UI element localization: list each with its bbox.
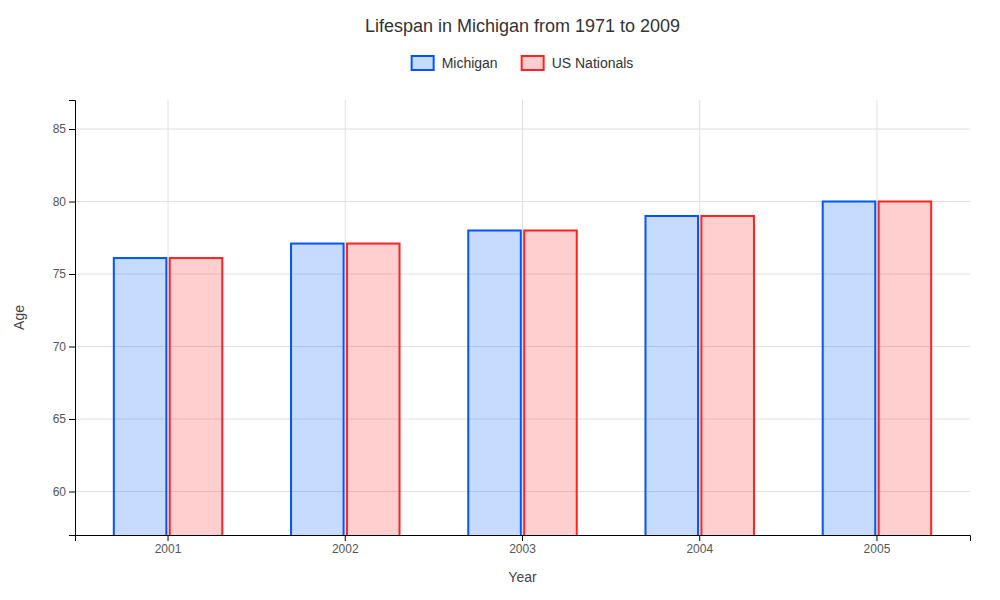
legend-label: Michigan [442, 55, 498, 71]
chart-title: Lifespan in Michigan from 1971 to 2009 [365, 16, 680, 36]
x-axis-line [76, 536, 971, 542]
y-tick-mark [69, 419, 75, 420]
x-tick: 2002 [332, 535, 359, 556]
bar-series [170, 202, 931, 536]
x-tick-mark [345, 535, 346, 541]
x-tick: 2004 [686, 535, 713, 556]
bar [879, 202, 932, 536]
y-tick-label: 60 [53, 485, 67, 499]
y-tick: 70 [53, 340, 75, 354]
grid-line-x [699, 100, 700, 535]
y-tick: 65 [53, 412, 75, 426]
x-axis-title: Year [508, 569, 537, 585]
y-tick-mark [69, 202, 75, 203]
legend-label: US Nationals [552, 55, 634, 71]
x-tick-mark [699, 535, 700, 541]
legend-item: US Nationals [522, 55, 634, 71]
y-axis: 60 65 70 75 80 85 [53, 101, 76, 536]
y-tick-label: 75 [53, 267, 67, 281]
y-axis-title: Age [11, 305, 27, 330]
bar [291, 244, 344, 535]
x-tick-label: 2001 [155, 542, 182, 556]
x-tick-label: 2004 [686, 542, 713, 556]
y-axis-line [69, 101, 76, 536]
x-tick: 2001 [155, 535, 182, 556]
chart-svg: 60 65 70 75 80 85 2001 2002 2003 2004 2005 Year Age L… [0, 0, 1000, 600]
y-tick-mark [69, 129, 75, 130]
x-tick-mark [168, 535, 169, 541]
grid-line-x [345, 100, 346, 535]
y-tick-label: 70 [53, 340, 67, 354]
x-tick-mark [876, 535, 877, 541]
legend-swatch [412, 56, 434, 70]
legend-item: Michigan [412, 55, 498, 71]
plot-area: 60 65 70 75 80 85 2001 2002 2003 2004 2005 [53, 100, 971, 600]
x-tick: 2003 [509, 535, 536, 556]
x-tick: 2005 [864, 535, 891, 556]
bar [170, 258, 223, 535]
y-tick-mark [69, 492, 75, 493]
grid-line-x [876, 100, 877, 535]
x-axis: 2001 2002 2003 2004 2005 [76, 535, 971, 556]
bar [347, 244, 400, 535]
y-tick: 60 [53, 485, 75, 499]
y-tick-label: 80 [53, 195, 67, 209]
y-tick-label: 65 [53, 412, 67, 426]
y-tick-label: 85 [53, 122, 67, 136]
x-tick-label: 2005 [864, 542, 891, 556]
legend-swatch [522, 56, 544, 70]
bar [701, 216, 754, 535]
bar [524, 231, 577, 536]
y-tick: 80 [53, 195, 75, 209]
bar [114, 258, 167, 535]
x-tick-label: 2003 [509, 542, 536, 556]
grid-line-x [522, 100, 523, 535]
bar [645, 216, 698, 535]
x-tick-mark [522, 535, 523, 541]
y-tick-mark [69, 274, 75, 275]
y-tick: 85 [53, 122, 75, 136]
y-tick: 75 [53, 267, 75, 281]
y-tick-mark [69, 347, 75, 348]
bars [114, 202, 931, 536]
bar-series [114, 202, 875, 536]
bar [823, 202, 876, 536]
x-tick-label: 2002 [332, 542, 359, 556]
grid-line-x [168, 100, 169, 535]
legend: Michigan US Nationals [412, 55, 634, 71]
bar [468, 231, 521, 536]
